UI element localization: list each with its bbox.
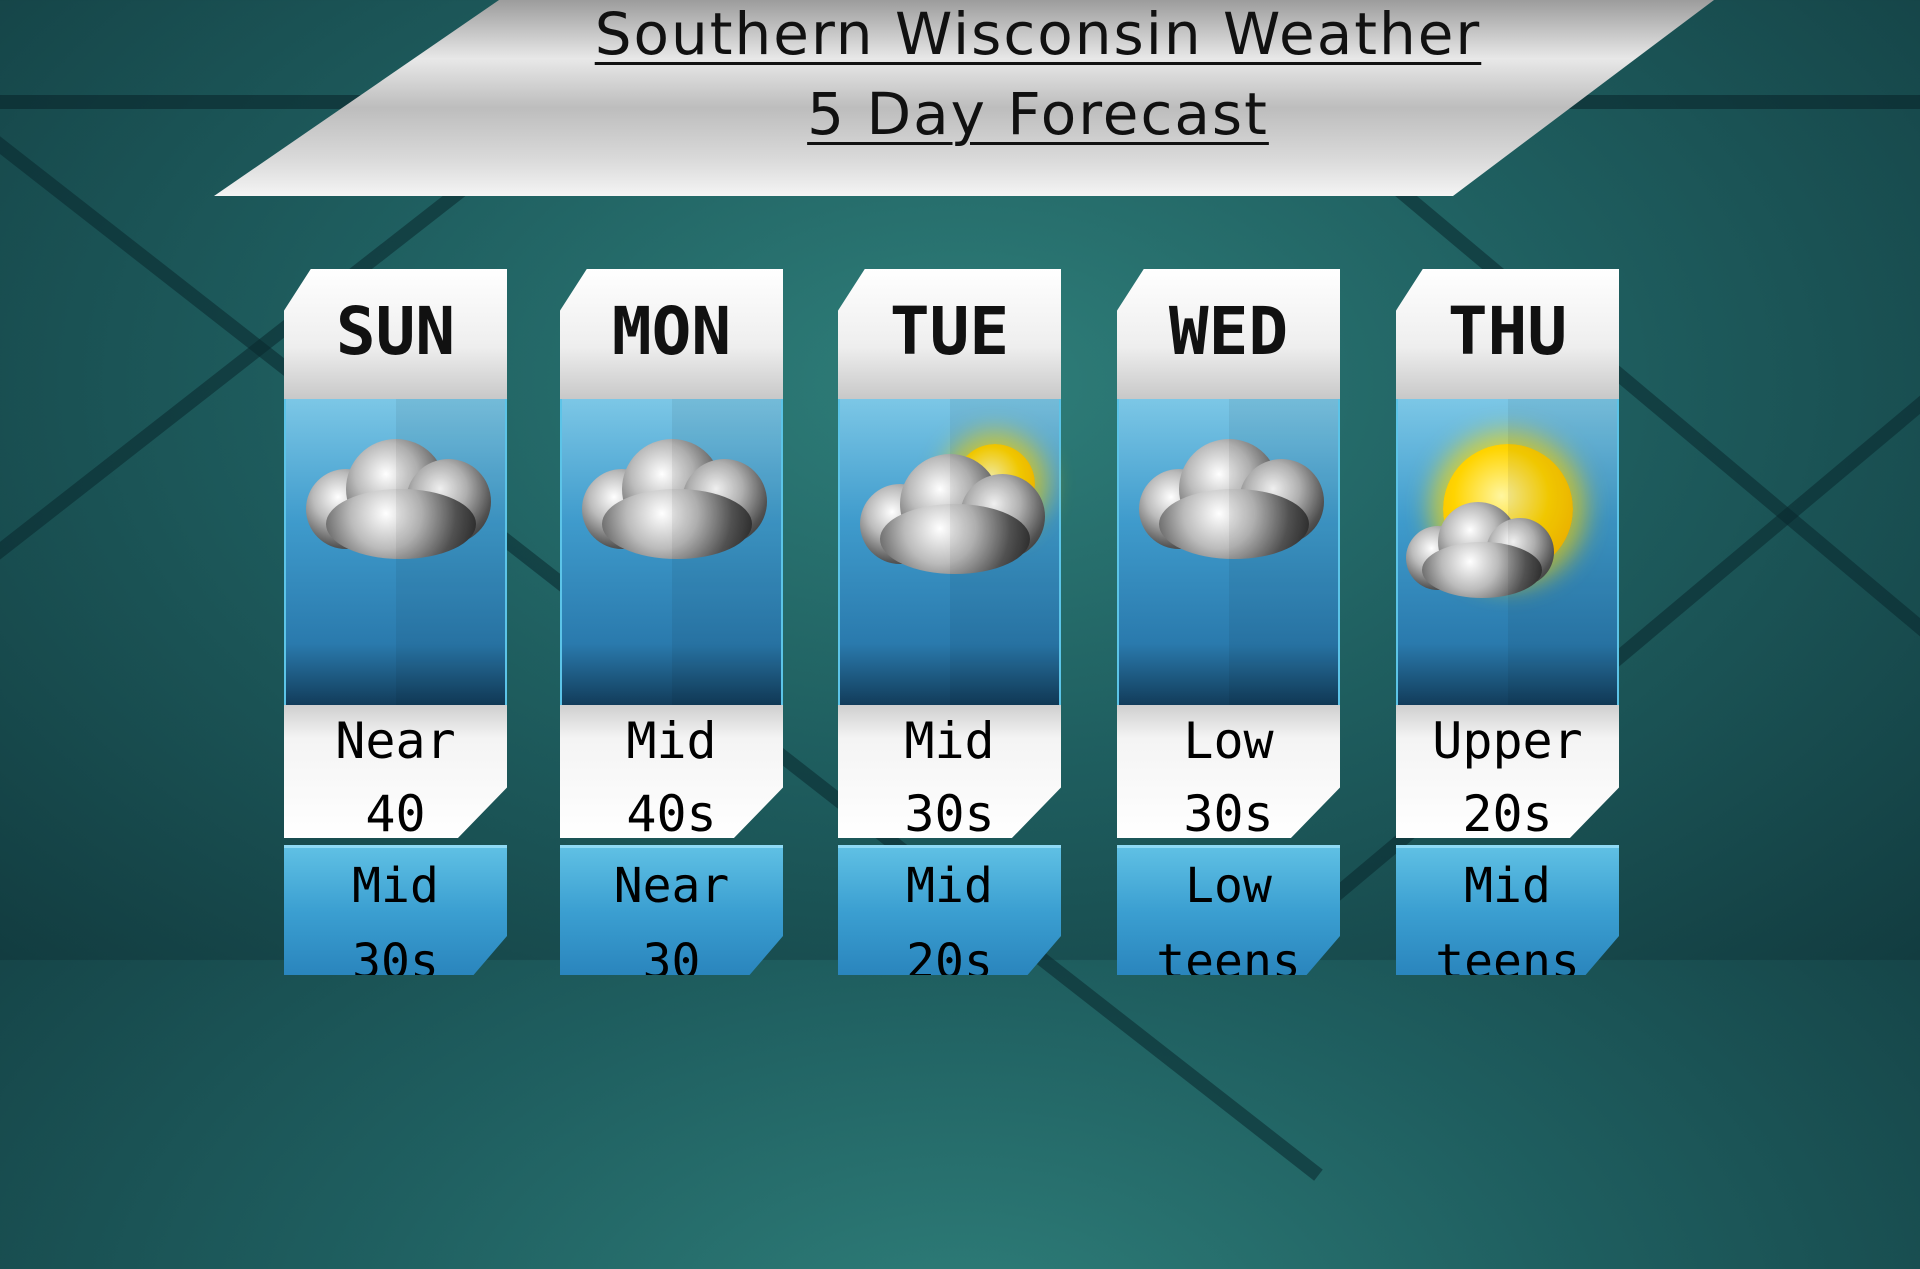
forecast-day-tue: TUE Mid 30s Mid 20s: [838, 269, 1061, 975]
low-temp: Mid teens: [1396, 845, 1619, 975]
low-temp: Low teens: [1117, 845, 1340, 975]
high-temp: Near 40: [284, 705, 507, 838]
partly-sunny-icon: [838, 399, 1061, 705]
title-line-2: 5 Day Forecast: [807, 80, 1269, 148]
high-temp: Mid 30s: [838, 705, 1061, 838]
day-label: TUE: [838, 269, 1061, 399]
high-temp: Low 30s: [1117, 705, 1340, 838]
day-label: THU: [1396, 269, 1619, 399]
day-label: SUN: [284, 269, 507, 399]
title-line-1: Southern Wisconsin Weather: [594, 0, 1482, 68]
cloudy-icon: [284, 399, 507, 705]
forecast-day-mon: MON Mid 40s Near 30: [560, 269, 783, 975]
day-label: MON: [560, 269, 783, 399]
high-temp: Mid 40s: [560, 705, 783, 838]
low-temp: Near 30: [560, 845, 783, 975]
mostly-sunny-icon: [1396, 399, 1619, 705]
title-banner: [214, 0, 1714, 196]
forecast-day-thu: THU Upper 20s Mid teens: [1396, 269, 1619, 975]
high-temp: Upper 20s: [1396, 705, 1619, 838]
low-temp: Mid 20s: [838, 845, 1061, 975]
low-temp: Mid 30s: [284, 845, 507, 975]
forecast-day-wed: WED Low 30s Low teens: [1117, 269, 1340, 975]
forecast-day-sun: SUN Near 40 Mid 30s: [284, 269, 507, 975]
cloudy-icon: [560, 399, 783, 705]
day-label: WED: [1117, 269, 1340, 399]
cloudy-icon: [1117, 399, 1340, 705]
